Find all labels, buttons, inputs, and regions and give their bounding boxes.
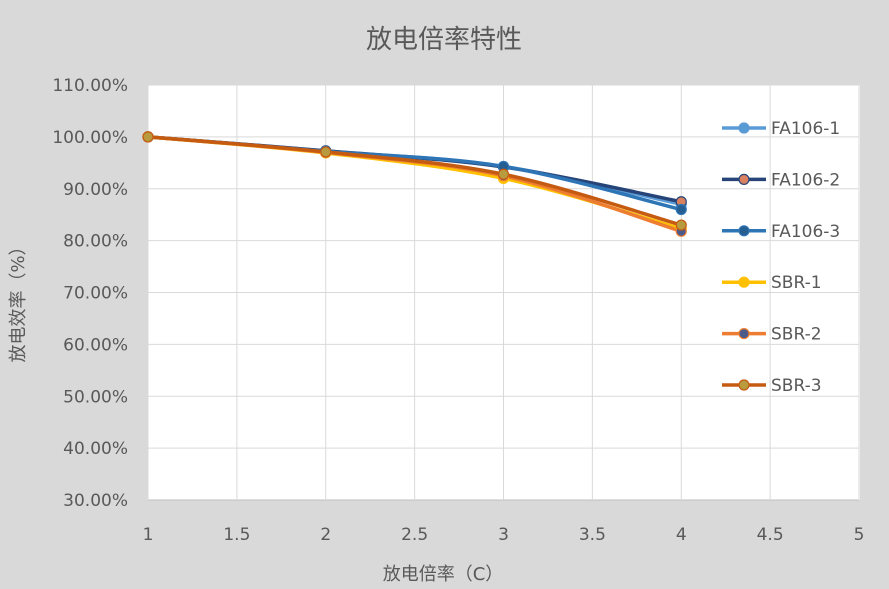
legend-label: FA106-1	[771, 119, 840, 139]
x-tick-label: 1.5	[223, 525, 250, 545]
data-point-FA106-3	[675, 203, 687, 216]
y-axis-title: 放电效率（%）	[8, 237, 29, 362]
legend-label: FA106-2	[771, 170, 840, 190]
x-tick-label: 4	[676, 525, 687, 545]
legend-marker	[738, 328, 750, 340]
legend-marker	[738, 276, 750, 288]
legend-marker	[738, 173, 750, 185]
series-line-SBR-3	[146, 135, 683, 227]
x-tick-label: 4.5	[757, 525, 784, 545]
series-group	[142, 131, 687, 237]
legend-label: SBR-3	[771, 376, 822, 396]
legend-marker	[738, 225, 750, 237]
x-tick-label: 1	[143, 525, 154, 545]
legend-item-FA106-1: FA106-1	[722, 119, 840, 139]
x-axis-ticks: 1 1.5 2 2.5 3 3.5 4 4.5 5	[143, 525, 865, 545]
gridlines	[147, 84, 860, 501]
legend-marker	[738, 379, 750, 391]
data-point-SBR-3	[497, 168, 510, 180]
x-tick-label: 2	[320, 525, 331, 545]
legend-item-SBR-1: SBR-1	[722, 273, 822, 293]
chart-title: 放电倍率特性	[366, 25, 522, 55]
x-tick-label: 3	[498, 525, 509, 545]
legend-item-SBR-2: SBR-2	[722, 325, 822, 345]
x-tick-label: 5	[854, 525, 865, 545]
y-tick-label: 110.00%	[52, 76, 128, 96]
y-tick-label: 30.00%	[63, 491, 128, 511]
y-tick-label: 80.00%	[63, 232, 128, 252]
legend-marker	[738, 122, 750, 134]
legend-item-FA106-3: FA106-3	[722, 222, 840, 242]
y-tick-label: 60.00%	[63, 335, 128, 355]
legend-item-SBR-3: SBR-3	[722, 376, 822, 396]
data-point-SBR-3	[320, 146, 332, 158]
y-tick-label: 50.00%	[63, 387, 128, 407]
legend-label: SBR-2	[771, 325, 822, 345]
x-tick-label: 3.5	[579, 525, 606, 545]
data-point-SBR-3	[142, 131, 154, 143]
y-tick-label: 40.00%	[63, 439, 128, 459]
y-tick-label: 70.00%	[63, 284, 128, 304]
legend-item-FA106-2: FA106-2	[722, 170, 840, 190]
y-tick-label: 90.00%	[63, 180, 128, 200]
x-tick-label: 2.5	[401, 525, 428, 545]
data-point-SBR-3	[675, 219, 687, 231]
legend: FA106-1 FA106-2 FA106-3 SBR-1 SBR-2 SBR-3	[722, 119, 840, 396]
legend-label: SBR-1	[771, 273, 822, 293]
legend-label: FA106-3	[771, 222, 840, 242]
y-tick-label: 100.00%	[52, 128, 128, 148]
y-axis-ticks: 30.00% 40.00% 50.00% 60.00% 70.00% 80.00% 90.0…	[52, 76, 128, 511]
x-axis-title: 放电倍率（C）	[383, 564, 504, 585]
